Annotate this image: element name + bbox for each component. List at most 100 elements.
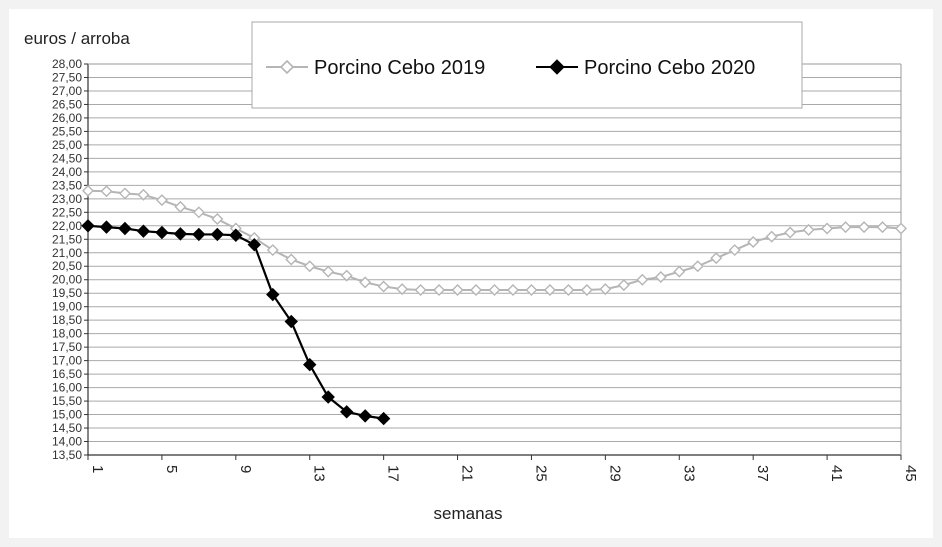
point-2020 — [266, 287, 280, 302]
point-2020 — [118, 221, 132, 236]
point-2019 — [525, 283, 538, 296]
point-2019 — [192, 206, 205, 219]
x-tick-label: 29 — [606, 465, 623, 482]
x-tick-label: 25 — [532, 465, 549, 482]
point-2019 — [137, 188, 150, 201]
point-2020 — [358, 409, 372, 423]
point-2019 — [895, 222, 907, 235]
point-2019 — [802, 223, 815, 236]
y-tick-label: 16,50 — [52, 367, 82, 381]
y-tick-label: 22,00 — [52, 219, 82, 233]
point-2019 — [303, 260, 316, 273]
y-tick-label: 20,00 — [52, 273, 82, 287]
y-tick-label: 14,00 — [52, 435, 82, 449]
point-2020 — [229, 228, 243, 242]
y-tick-label: 23,50 — [52, 178, 82, 192]
y-tick-label: 13,50 — [52, 448, 82, 462]
point-2019 — [506, 283, 519, 296]
legend-marker-2019 — [279, 59, 295, 75]
legend-box — [251, 21, 803, 109]
point-2019 — [765, 230, 778, 243]
point-2019 — [784, 226, 797, 239]
y-tick-label: 26,50 — [52, 97, 82, 111]
point-2019 — [710, 252, 723, 265]
gridlines — [88, 63, 901, 456]
point-2020 — [173, 227, 188, 241]
x-tick-label: 1 — [89, 465, 106, 473]
point-2019 — [543, 283, 556, 296]
y-tick-label: 25,50 — [52, 124, 82, 138]
point-2019 — [876, 221, 889, 234]
y-tick-label: 17,00 — [52, 354, 82, 368]
point-2020 — [210, 227, 225, 242]
y-tick-label: 18,00 — [52, 327, 82, 341]
point-2020 — [99, 220, 114, 234]
y-tick-label: 26,00 — [52, 111, 82, 125]
point-2020 — [339, 405, 354, 419]
point-2019 — [654, 271, 667, 284]
y-tick-label: 16,00 — [52, 381, 82, 395]
x-tick-label: 37 — [754, 465, 771, 482]
point-2019 — [414, 283, 427, 296]
legend: Porcino Cebo 2019 Porcino Cebo 2020 — [251, 21, 803, 109]
x-tick-label: 13 — [311, 465, 328, 482]
point-2019 — [82, 184, 94, 197]
x-tick-label: 21 — [459, 465, 476, 482]
y-tick-labels: 13,5014,0014,5015,0015,5016,0016,5017,00… — [52, 57, 82, 462]
y-tick-label: 14,50 — [52, 421, 82, 435]
point-2019 — [617, 279, 630, 292]
legend-label-2020: Porcino Cebo 2020 — [584, 57, 755, 79]
point-2020 — [284, 314, 298, 329]
point-2019 — [266, 244, 279, 257]
point-2019 — [322, 265, 335, 278]
point-2020 — [321, 390, 335, 404]
point-2019 — [451, 283, 464, 296]
point-2019 — [636, 273, 649, 286]
y-tick-label: 17,50 — [52, 340, 82, 354]
x-tick-label: 5 — [163, 465, 180, 473]
y-tick-label: 27,50 — [52, 70, 82, 84]
y-tick-label: 19,00 — [52, 300, 82, 314]
x-tick-label: 33 — [680, 465, 697, 482]
y-tick-label: 24,50 — [52, 151, 82, 165]
y-tick-label: 15,00 — [52, 408, 82, 422]
x-tick-label: 17 — [385, 465, 402, 482]
x-tick-labels: 1 5 9 13 17 21 25 29 33 37 41 45 — [89, 465, 919, 482]
y-tick-label: 27,00 — [52, 84, 82, 98]
point-2019 — [673, 265, 686, 278]
point-2019 — [488, 283, 501, 296]
point-2019 — [377, 280, 390, 293]
y-tick-label: 22,50 — [52, 205, 82, 219]
y-tick-label: 18,50 — [52, 313, 82, 327]
x-axis-title: semanas — [434, 504, 503, 523]
series-layer — [81, 184, 907, 426]
y-tick-label: 21,00 — [52, 246, 82, 260]
point-2019 — [858, 221, 871, 234]
point-2019 — [433, 283, 446, 296]
point-2019 — [211, 213, 224, 226]
point-2019 — [599, 283, 612, 296]
point-2019 — [155, 194, 168, 207]
point-2019 — [839, 221, 852, 234]
y-tick-label: 28,00 — [52, 57, 82, 71]
y-tick-label: 15,50 — [52, 394, 82, 408]
point-2020 — [376, 411, 391, 426]
point-2019 — [747, 235, 760, 248]
point-2019 — [285, 253, 298, 266]
point-2019 — [118, 187, 131, 200]
point-2020 — [81, 219, 95, 233]
point-2019 — [359, 276, 372, 289]
legend-label-2019: Porcino Cebo 2019 — [314, 57, 485, 79]
point-2020 — [303, 357, 317, 372]
point-2019 — [562, 283, 575, 296]
point-2019 — [396, 283, 409, 296]
y-tick-label: 24,00 — [52, 165, 82, 179]
y-tick-label: 25,00 — [52, 138, 82, 152]
x-tick-label: 41 — [828, 465, 845, 482]
point-2020 — [247, 237, 262, 252]
legend-marker-2020 — [549, 59, 565, 75]
point-2019 — [100, 185, 113, 198]
x-tick-label: 9 — [237, 465, 254, 473]
y-tick-label: 21,50 — [52, 232, 82, 246]
